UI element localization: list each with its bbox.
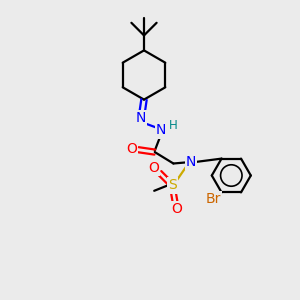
Text: O: O (148, 161, 159, 175)
Text: H: H (168, 118, 177, 132)
Text: Br: Br (206, 192, 221, 206)
Text: O: O (126, 142, 137, 156)
Text: S: S (168, 178, 177, 192)
Text: O: O (171, 202, 182, 216)
Text: N: N (186, 155, 196, 169)
Text: N: N (156, 124, 166, 137)
Text: N: N (136, 111, 146, 125)
